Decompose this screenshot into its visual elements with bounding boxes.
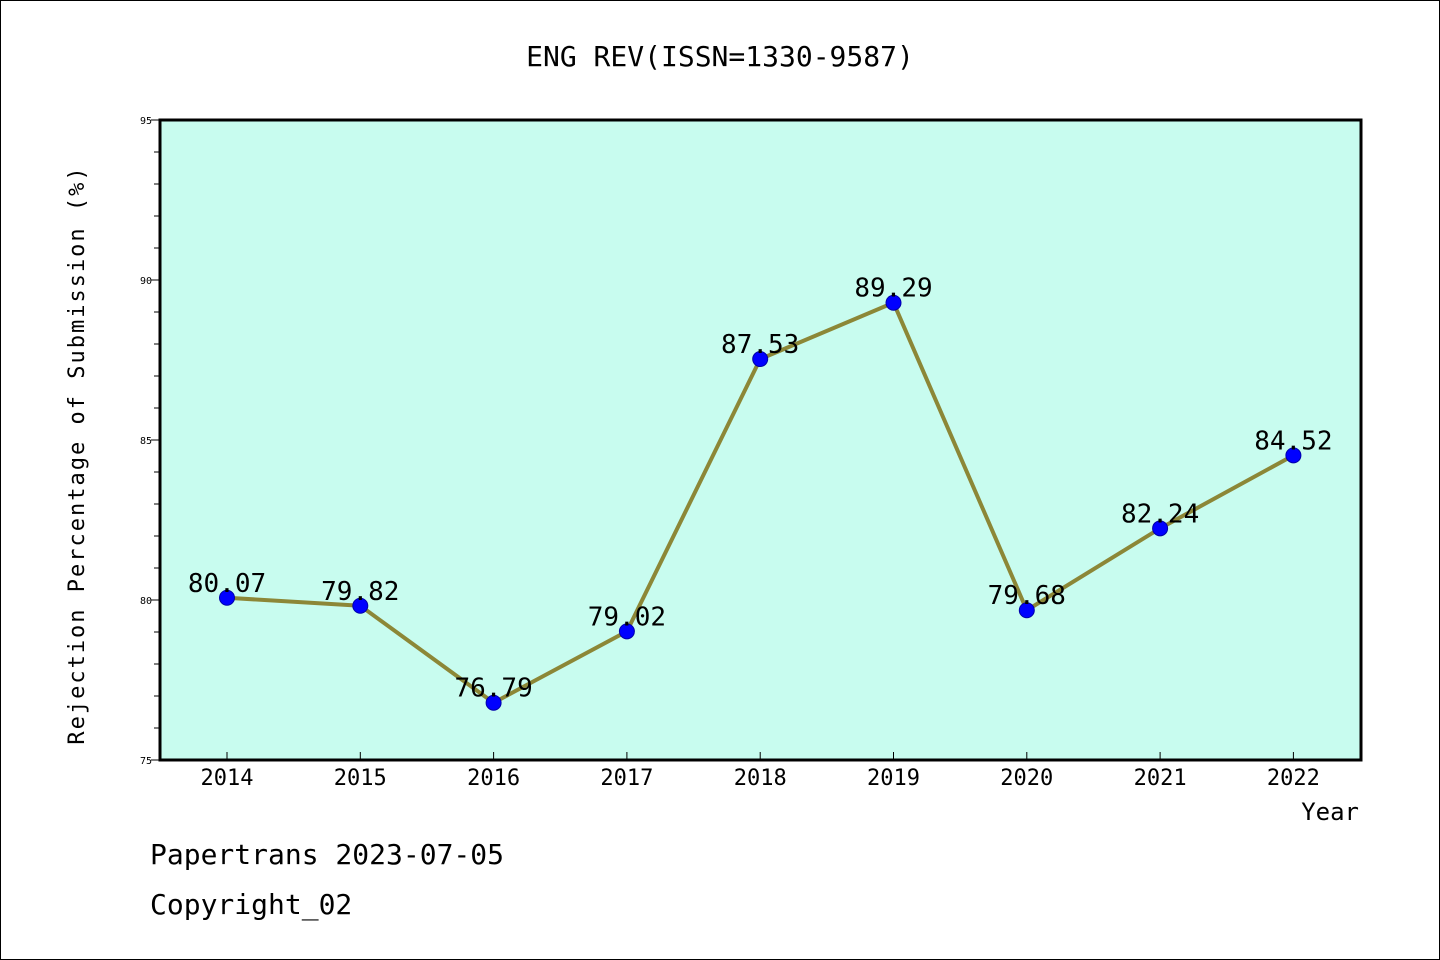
data-label: 89.29 — [854, 274, 932, 304]
x-tick-label: 2014 — [201, 766, 254, 791]
data-label: 79.68 — [988, 581, 1066, 611]
data-label: 79.02 — [588, 602, 666, 632]
y-tick-label: 95 — [140, 116, 152, 127]
chart-title: ENG REV(ISSN=1330-9587) — [526, 40, 914, 73]
data-point — [485, 694, 502, 711]
y-tick-label: 80 — [140, 596, 152, 607]
y-tick-label: 85 — [140, 436, 152, 447]
data-label: 80.07 — [188, 569, 266, 599]
data-label: 76.79 — [454, 674, 532, 704]
x-tick-label: 2015 — [334, 766, 387, 791]
data-point — [1152, 520, 1169, 537]
data-label: 84.52 — [1254, 426, 1332, 456]
x-tick-label: 2017 — [600, 766, 653, 791]
x-tick-label: 2020 — [1000, 766, 1053, 791]
footer-copyright: Copyright_02 — [150, 888, 352, 922]
data-point — [219, 589, 235, 606]
x-tick-label: 2016 — [467, 766, 520, 791]
data-label: 82.24 — [1121, 499, 1199, 529]
data-point — [1285, 447, 1302, 464]
y-tick-label: 90 — [140, 276, 152, 287]
x-tick-label: 2021 — [1134, 766, 1187, 791]
data-label: 87.53 — [721, 330, 799, 360]
x-axis: 2014 2015 2016 2017 2018 2019 2020 2021 2022 — [201, 752, 1320, 791]
data-label: 79.82 — [321, 577, 399, 607]
x-axis-label: Year — [1301, 798, 1359, 826]
y-axis: 75 80 85 90 95 — [140, 116, 160, 767]
x-tick-label: 2018 — [734, 766, 787, 791]
series-line-group — [219, 294, 1302, 711]
x-tick-label: 2019 — [867, 766, 920, 791]
data-point — [618, 623, 635, 640]
y-tick-label: 75 — [140, 756, 152, 767]
data-labels: 80.07 79.82 76.79 79.02 87.53 89.29 79.68 82.24… — [188, 274, 1333, 704]
footer-date: Papertrans 2023-07-05 — [150, 838, 504, 871]
plot-area — [158, 118, 1363, 762]
data-point — [885, 294, 902, 311]
x-tick-label: 2022 — [1267, 766, 1320, 791]
y-axis-label: Rejection Percentage of Submission (%) — [65, 165, 90, 744]
data-point — [752, 351, 769, 368]
data-point — [1018, 602, 1035, 619]
data-point — [352, 597, 369, 614]
